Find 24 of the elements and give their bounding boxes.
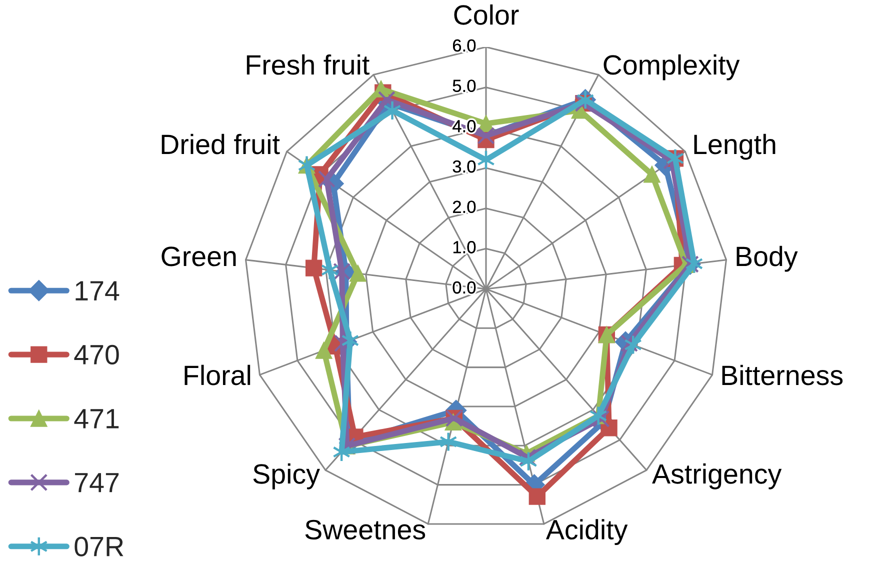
spoke-label: Bitterness [722,364,843,386]
y-tick-label: 1.0 [453,241,476,254]
y-tick-label: 6.0 [453,39,476,52]
spoke-label: Dried fruit [162,134,280,154]
spoke-label: Color [454,4,519,25]
legend-label: 470 [74,344,119,365]
spoke-label: Astrigency [652,463,782,490]
y-tick-label: 3.0 [452,160,476,173]
spoke-label: Fresh fruit [246,54,370,75]
spoke-label: Spicy [253,463,320,490]
legend-label: 174 [76,281,120,300]
legend-label: 471 [74,409,119,428]
legend-label: 747 [75,473,119,492]
spoke-label: Floral [184,364,250,386]
y-tick-label: 5.0 [452,80,476,92]
legend-label: 07R [74,536,124,556]
y-tick-label: 2.0 [453,200,476,213]
spoke-label: Complexity [604,54,740,80]
spoke-label: Acidity [546,519,628,546]
spoke-label: Green [162,246,236,266]
y-tick-label: 0.0 [452,281,476,294]
spoke-label: Sweetnes [305,520,426,540]
spoke-label: Length [694,134,776,160]
spoke-label: Body [736,246,798,272]
